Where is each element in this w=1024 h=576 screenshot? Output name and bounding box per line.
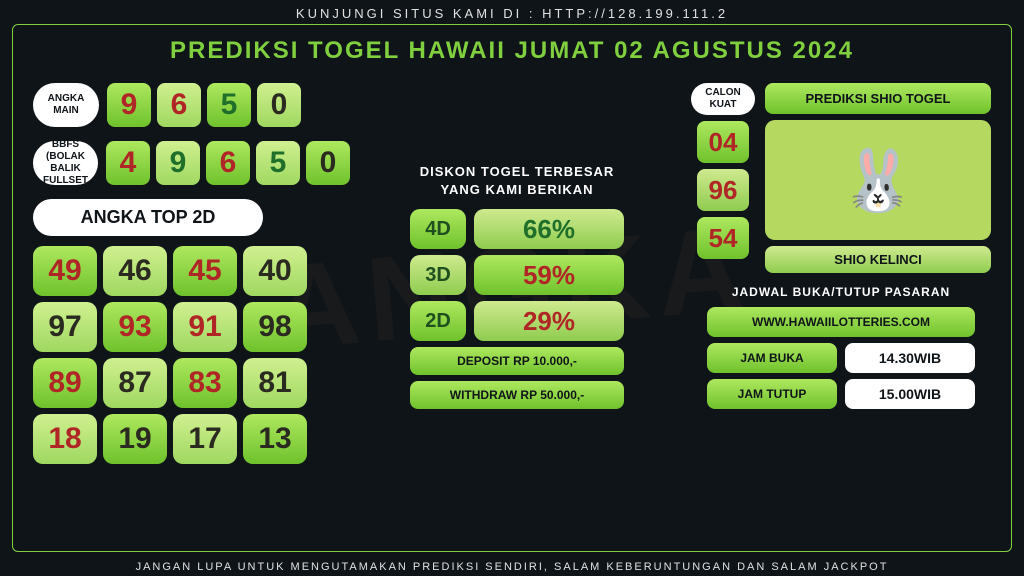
number-cell: 19 (103, 414, 167, 464)
right-column: CALON KUAT 04 96 54 PREDIKSI SHIO TOGEL 🐰 … (691, 83, 991, 464)
calon-label: CALON KUAT (691, 83, 755, 115)
schedule-site: WWW.HAWAIILOTTERIES.COM (707, 307, 975, 337)
open-label: JAM BUKA (707, 343, 837, 373)
number-cell: 97 (33, 302, 97, 352)
number-cell: 46 (103, 246, 167, 296)
shio-title: PREDIKSI SHIO TOGEL (765, 83, 991, 114)
calon-column: CALON KUAT 04 96 54 (691, 83, 755, 273)
diskon-value: 66% (474, 209, 624, 249)
number-cell: 9 (107, 83, 151, 127)
number-cell: 96 (697, 169, 749, 211)
schedule-title: JADWAL BUKA/TUTUP PASARAN (691, 285, 991, 299)
diskon-title-1: DISKON TOGEL TERBESAR (420, 164, 615, 179)
number-cell: 91 (173, 302, 237, 352)
withdraw-text: WITHDRAW RP 50.000,- (410, 381, 624, 409)
number-cell: 6 (157, 83, 201, 127)
top-url-text: KUNJUNGI SITUS KAMI DI : HTTP://128.199.… (0, 0, 1024, 27)
bottom-text: JANGAN LUPA UNTUK MENGUTAMAKAN PREDIKSI … (0, 561, 1024, 573)
deposit-text: DEPOSIT RP 10.000,- (410, 347, 624, 375)
number-cell: 89 (33, 358, 97, 408)
diskon-value: 29% (474, 301, 624, 341)
bbfs-row: ANGKA BBFS (BOLAK BALIK FULLSET ) 49650 (33, 141, 343, 185)
number-cell: 13 (243, 414, 307, 464)
calon-numbers: 04 96 54 (697, 121, 749, 259)
angka-main-label: ANGKA MAIN (33, 83, 99, 127)
diskon-rows: 4D66%3D59%2D29% (410, 209, 624, 347)
close-label: JAM TUTUP (707, 379, 837, 409)
number-cell: 5 (207, 83, 251, 127)
number-cell: 83 (173, 358, 237, 408)
number-cell: 5 (256, 141, 300, 185)
top2d-grid: 49464540 97939198 89878381 18191713 (33, 246, 343, 464)
shio-name: SHIO KELINCI (765, 246, 991, 273)
middle-column: DISKON TOGEL TERBESAR YANG KAMI BERIKAN … (363, 83, 671, 464)
number-cell: 18 (33, 414, 97, 464)
page-title: PREDIKSI TOGEL HAWAII JUMAT 02 AGUSTUS 2… (33, 37, 991, 65)
number-cell: 54 (697, 217, 749, 259)
number-cell: 17 (173, 414, 237, 464)
number-cell: 4 (106, 141, 150, 185)
number-cell: 98 (243, 302, 307, 352)
number-cell: 04 (697, 121, 749, 163)
diskon-label: 4D (410, 209, 466, 249)
top2d-banner: ANGKA TOP 2D (33, 199, 263, 236)
diskon-label: 2D (410, 301, 466, 341)
left-column: ANGKA MAIN 9650 ANGKA BBFS (BOLAK BALIK … (33, 83, 343, 464)
diskon-title-2: YANG KAMI BERIKAN (440, 182, 593, 197)
number-cell: 49 (33, 246, 97, 296)
number-cell: 0 (257, 83, 301, 127)
number-cell: 45 (173, 246, 237, 296)
bbfs-digits: 49650 (106, 141, 350, 185)
number-cell: 0 (306, 141, 350, 185)
schedule-section: JADWAL BUKA/TUTUP PASARAN WWW.HAWAIILOTT… (691, 285, 991, 409)
content-columns: ANGKA MAIN 9650 ANGKA BBFS (BOLAK BALIK … (33, 83, 991, 464)
diskon-row: 4D66% (410, 209, 624, 249)
number-cell: 6 (206, 141, 250, 185)
angka-main-row: ANGKA MAIN 9650 (33, 83, 343, 127)
number-cell: 87 (103, 358, 167, 408)
diskon-title: DISKON TOGEL TERBESAR YANG KAMI BERIKAN (420, 163, 615, 199)
number-cell: 40 (243, 246, 307, 296)
bbfs-label: ANGKA BBFS (BOLAK BALIK FULLSET ) (33, 141, 98, 185)
diskon-row: 3D59% (410, 255, 624, 295)
rabbit-icon: 🐰 (765, 120, 991, 240)
diskon-value: 59% (474, 255, 624, 295)
diskon-row: 2D29% (410, 301, 624, 341)
angka-main-digits: 9650 (107, 83, 301, 127)
number-cell: 81 (243, 358, 307, 408)
diskon-label: 3D (410, 255, 466, 295)
number-cell: 93 (103, 302, 167, 352)
number-cell: 9 (156, 141, 200, 185)
shio-section: CALON KUAT 04 96 54 PREDIKSI SHIO TOGEL 🐰 … (691, 83, 991, 273)
main-frame: PREDIKSI TOGEL HAWAII JUMAT 02 AGUSTUS 2… (12, 24, 1012, 552)
close-value: 15.00WIB (845, 379, 975, 409)
shio-box: PREDIKSI SHIO TOGEL 🐰 SHIO KELINCI (765, 83, 991, 273)
open-value: 14.30WIB (845, 343, 975, 373)
